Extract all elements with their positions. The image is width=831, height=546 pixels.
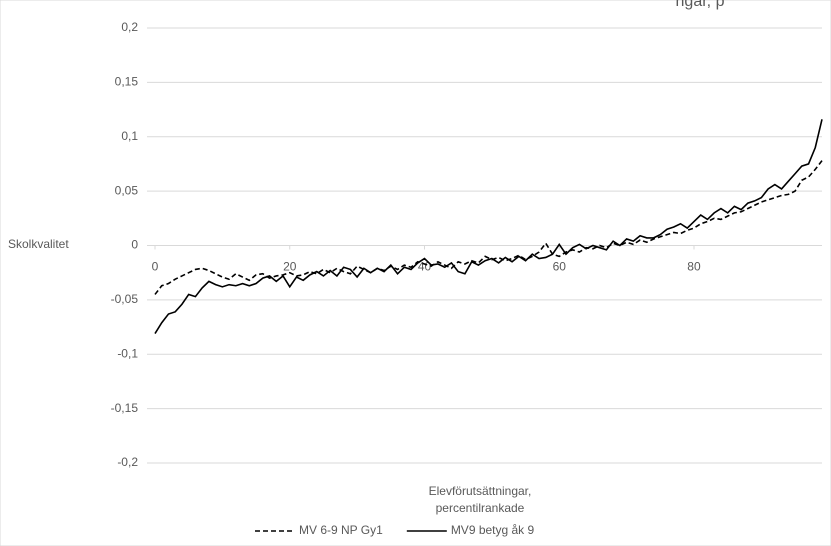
x-tick-label: 80 xyxy=(687,260,701,274)
x-axis-label: Elevförutsättningar, xyxy=(429,484,532,498)
y-tick-label: -0,05 xyxy=(111,292,139,306)
data-line xyxy=(154,119,823,335)
y-tick-label: 0,05 xyxy=(115,183,139,197)
y-tick-label: 0 xyxy=(131,238,138,252)
x-tick-label: 0 xyxy=(152,260,159,274)
legend-label: MV 6-9 NP Gy1 xyxy=(299,523,383,537)
chart-title: ngar, p xyxy=(676,0,725,10)
y-tick-label: 0,15 xyxy=(115,75,139,89)
legend-label: MV9 betyg åk 9 xyxy=(451,523,535,537)
y-tick-label: -0,1 xyxy=(117,346,138,360)
x-tick-label: 60 xyxy=(553,260,567,274)
data-line xyxy=(154,160,823,295)
x-tick-label: 40 xyxy=(418,260,432,274)
y-tick-label: -0,2 xyxy=(117,455,138,469)
y-tick-label: 0,1 xyxy=(121,129,138,143)
x-tick-label: 20 xyxy=(283,260,297,274)
x-axis-label: percentilrankade xyxy=(436,501,525,515)
y-tick-label: 0,2 xyxy=(121,20,138,34)
y-tick-label: -0,15 xyxy=(111,401,139,415)
y-axis-label: Skolkvalitet xyxy=(8,237,69,251)
